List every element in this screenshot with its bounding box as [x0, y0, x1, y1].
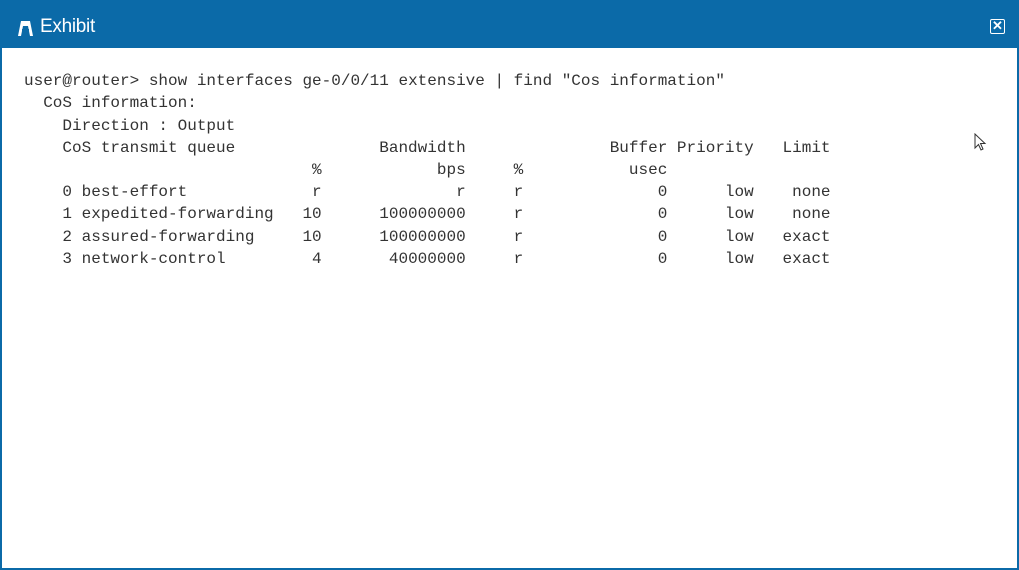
- queue-priority: low: [724, 183, 754, 201]
- title-bar: Exhibit ✕: [2, 2, 1017, 48]
- header-row: CoS transmit queue Bandwidth Buffer Prio…: [24, 139, 924, 161]
- queue-row: 0 best-effort r r r 0 low none: [24, 183, 924, 205]
- queue-priority: low: [724, 249, 754, 268]
- exhibit-icon: [18, 21, 33, 36]
- header-queue: CoS transmit queue: [62, 139, 236, 157]
- queue-row: 1 expedited-forwarding 10 100000000 r 0 low no…: [24, 205, 924, 227]
- queue-pct: 10: [302, 227, 322, 246]
- unit-pct2: %: [513, 161, 524, 179]
- unit-usec: usec: [628, 161, 668, 179]
- unit-bps: bps: [436, 161, 466, 179]
- queue-buffer: 0: [657, 183, 668, 201]
- queue-bps: r: [456, 183, 466, 201]
- queue-pct: r: [312, 183, 322, 201]
- queue-pct: 10: [302, 205, 322, 224]
- queue-priority: low: [724, 227, 754, 246]
- header-limit: Limit: [782, 139, 831, 157]
- mouse-cursor-icon: [974, 133, 987, 151]
- queue-pct2: r: [513, 227, 524, 246]
- queue-queue: 3 network-control: [62, 249, 226, 268]
- queue-buffer: 0: [657, 249, 668, 268]
- queue-buffer: 0: [657, 205, 668, 224]
- queue-pct2: r: [513, 205, 524, 224]
- queue-row: 3 network-control 4 40000000 r 0 low exact: [24, 250, 924, 272]
- section-heading: CoS information:: [43, 94, 197, 112]
- queue-pct: 4: [312, 249, 322, 268]
- command-line: user@router> show interfaces ge-0/0/11 e…: [24, 72, 725, 90]
- queue-limit: none: [792, 205, 831, 224]
- queue-bps: 40000000: [388, 249, 466, 268]
- queue-buffer: 0: [657, 227, 668, 246]
- queue-limit: exact: [782, 249, 831, 268]
- header-priority: Priority: [676, 139, 754, 157]
- queue-queue: 1 expedited-forwarding: [62, 205, 274, 224]
- queue-row: 2 assured-forwarding 10 100000000 r 0 low exac…: [24, 228, 924, 250]
- queue-queue: 0 best-effort: [62, 183, 188, 201]
- direction-line: Direction : Output: [62, 117, 236, 135]
- queue-queue: 2 assured-forwarding: [62, 227, 255, 246]
- units-row: % bps % usec: [24, 161, 924, 183]
- queue-bps: 100000000: [379, 227, 466, 246]
- header-buffer: Buffer: [609, 139, 668, 157]
- queue-limit: exact: [782, 227, 831, 246]
- queue-limit: none: [792, 183, 831, 201]
- queue-pct2: r: [513, 249, 524, 268]
- queue-pct2: r: [513, 183, 524, 201]
- window-title: Exhibit: [40, 16, 95, 37]
- queue-bps: 100000000: [379, 205, 466, 224]
- close-button[interactable]: ✕: [990, 19, 1005, 34]
- header-bandwidth: Bandwidth: [379, 139, 466, 157]
- queue-priority: low: [724, 205, 754, 224]
- unit-pct: %: [312, 161, 322, 179]
